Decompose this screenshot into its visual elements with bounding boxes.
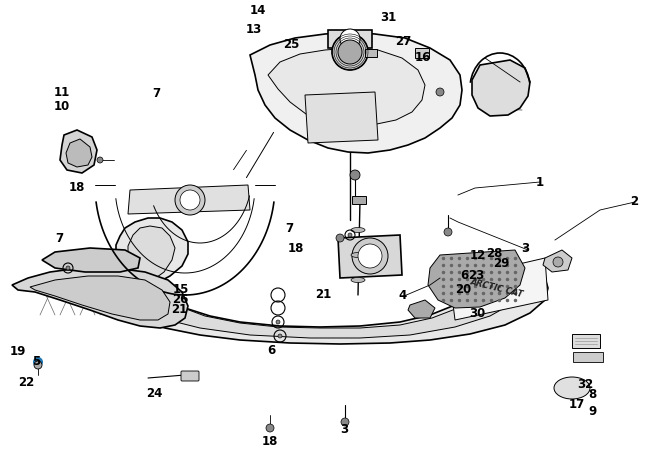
Polygon shape: [60, 130, 97, 173]
Polygon shape: [12, 268, 188, 328]
Polygon shape: [42, 248, 140, 272]
Polygon shape: [128, 185, 250, 214]
Text: 10: 10: [53, 100, 70, 113]
Polygon shape: [472, 60, 530, 116]
Polygon shape: [450, 258, 548, 320]
Text: 1: 1: [536, 176, 543, 189]
Text: 24: 24: [146, 387, 163, 401]
Text: 32: 32: [577, 378, 593, 391]
Text: 3: 3: [521, 242, 529, 255]
Circle shape: [34, 361, 42, 369]
FancyBboxPatch shape: [365, 49, 377, 57]
Circle shape: [338, 40, 362, 64]
Polygon shape: [30, 276, 170, 320]
FancyBboxPatch shape: [572, 334, 600, 348]
Circle shape: [175, 185, 205, 215]
Text: 12: 12: [469, 249, 486, 262]
Text: 30: 30: [469, 307, 486, 320]
Polygon shape: [116, 218, 548, 344]
Polygon shape: [408, 300, 435, 318]
Polygon shape: [250, 32, 462, 153]
Text: 5: 5: [32, 355, 40, 368]
Circle shape: [33, 357, 43, 367]
Circle shape: [66, 266, 70, 270]
FancyBboxPatch shape: [181, 371, 199, 381]
Circle shape: [348, 233, 352, 237]
Text: 26: 26: [172, 293, 189, 306]
Text: 25: 25: [283, 38, 300, 51]
Text: 7: 7: [152, 87, 160, 100]
Circle shape: [358, 244, 382, 268]
Text: 6: 6: [461, 269, 469, 282]
Text: 11: 11: [53, 86, 70, 99]
Text: 13: 13: [246, 23, 261, 36]
Text: 4: 4: [399, 289, 407, 302]
Polygon shape: [305, 92, 378, 143]
Circle shape: [340, 29, 360, 49]
Polygon shape: [543, 250, 572, 272]
Circle shape: [436, 88, 444, 96]
Circle shape: [266, 424, 274, 432]
Text: 17: 17: [569, 398, 586, 411]
Polygon shape: [428, 250, 525, 308]
Text: 23: 23: [468, 269, 484, 282]
Text: 14: 14: [249, 4, 266, 17]
Text: 9: 9: [589, 405, 597, 418]
Text: 22: 22: [18, 376, 34, 389]
Circle shape: [553, 257, 563, 267]
Polygon shape: [66, 139, 92, 167]
Circle shape: [444, 228, 452, 236]
Text: 21: 21: [316, 288, 332, 301]
Circle shape: [332, 34, 368, 70]
Circle shape: [336, 234, 344, 242]
Text: 31: 31: [381, 11, 396, 24]
FancyBboxPatch shape: [573, 352, 603, 362]
Text: 21: 21: [171, 303, 187, 316]
Ellipse shape: [554, 377, 590, 399]
Text: 19: 19: [10, 345, 27, 358]
Circle shape: [352, 238, 388, 274]
FancyBboxPatch shape: [352, 196, 366, 204]
Ellipse shape: [351, 227, 365, 233]
Text: 2: 2: [630, 195, 638, 208]
Text: 15: 15: [172, 283, 189, 296]
Text: 16: 16: [414, 51, 431, 64]
Text: 18: 18: [68, 181, 85, 194]
Ellipse shape: [351, 252, 365, 257]
FancyBboxPatch shape: [328, 30, 372, 48]
Circle shape: [350, 170, 360, 180]
Circle shape: [276, 320, 280, 324]
Circle shape: [97, 157, 103, 163]
Text: 27: 27: [395, 35, 411, 48]
Text: 7: 7: [285, 222, 293, 235]
FancyBboxPatch shape: [415, 48, 429, 58]
Polygon shape: [128, 226, 530, 338]
Ellipse shape: [351, 278, 365, 282]
Text: 20: 20: [454, 283, 471, 296]
Text: 18: 18: [287, 242, 304, 255]
Text: 6: 6: [268, 344, 276, 357]
Text: 18: 18: [261, 435, 278, 448]
Polygon shape: [338, 235, 402, 278]
Text: ARCTIC CAT: ARCTIC CAT: [469, 277, 525, 299]
Circle shape: [341, 418, 349, 426]
Text: 8: 8: [589, 388, 597, 401]
Text: 28: 28: [486, 247, 502, 260]
Circle shape: [278, 334, 282, 338]
Text: 7: 7: [56, 232, 64, 245]
Circle shape: [180, 190, 200, 210]
Text: 29: 29: [493, 257, 510, 270]
Polygon shape: [268, 48, 425, 126]
Text: 3: 3: [341, 423, 348, 436]
